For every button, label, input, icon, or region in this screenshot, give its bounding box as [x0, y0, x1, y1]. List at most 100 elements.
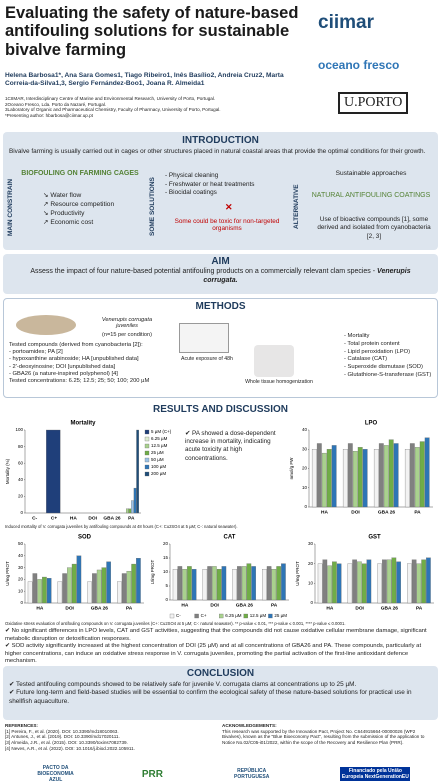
- chart-title: CAT: [224, 535, 236, 541]
- ack-text: This research was supported by the Innov…: [222, 728, 425, 746]
- bar: [126, 570, 132, 604]
- findings: ✔ No significant differences in LPO leve…: [5, 628, 437, 666]
- y-tick-label: 20: [18, 494, 24, 499]
- bar: [357, 561, 362, 604]
- concentrations: Tested concentrations: 6.25; 12.5; 25; 5…: [9, 378, 150, 385]
- bar: [126, 508, 129, 514]
- lpo-chart: LPO nmol/g FW 0 10 20 30 40 HA DOI GBA 26 PA: [289, 421, 433, 515]
- x-tick-label: HA: [326, 605, 333, 611]
- legend-swatch: [268, 613, 273, 619]
- y-tick-label: 30: [308, 541, 314, 546]
- legend-label: C-: [176, 613, 181, 618]
- reference: [2] Antunes, J., et al. (2019). DOI: 10.…: [5, 734, 120, 740]
- y-tick-label: 0: [20, 600, 23, 605]
- x-tick-label: GBA 26: [103, 515, 120, 521]
- bar: [46, 429, 61, 514]
- y-axis-label: U/mg PROT: [295, 561, 300, 586]
- legend-label: 12.5 µM: [151, 443, 168, 448]
- column-label: SOME SOLUTIONS: [149, 177, 156, 237]
- bar: [419, 441, 425, 508]
- bar: [172, 569, 178, 601]
- chart-title: SOD: [78, 535, 92, 541]
- bar: [128, 508, 132, 514]
- caption: Oxidative stress evaluation of antifouli…: [5, 621, 346, 626]
- legend-label: 5 µM (C+): [151, 429, 172, 434]
- bar: [71, 563, 77, 604]
- cross-icon: ✕: [225, 202, 233, 212]
- text: Assess the impact of four nature-based p…: [30, 268, 376, 275]
- intro-text: Bivalve farming is usually carried out i…: [9, 148, 426, 155]
- y-axis-label: U/mg PROT: [150, 560, 155, 585]
- introduction: INTRODUCTION Bivalve farming is usually …: [3, 132, 438, 250]
- bar: [76, 555, 82, 604]
- bar: [42, 576, 47, 604]
- constraint-list: ↘ Water flow ↗ Resource competition ↘ Pr…: [43, 192, 114, 228]
- bar: [382, 559, 387, 604]
- poster-title: Evaluating the safety of nature-based an…: [5, 4, 299, 59]
- legend-label: 100 µM: [151, 464, 166, 469]
- list-item: ↗ Resource competition: [43, 200, 115, 208]
- bar: [276, 566, 281, 601]
- list-item: ↘ Water flow: [43, 192, 82, 199]
- bar: [37, 579, 42, 604]
- bar: [187, 566, 192, 601]
- section-title: METHODS: [195, 301, 246, 312]
- logo-ciimar: ciimar: [318, 12, 374, 33]
- list-item: - Freshwater or heat treatments: [165, 180, 255, 188]
- homogenization: Whole tissue homogenization: [245, 379, 313, 385]
- aim: AIM Assess the impact of four nature-bas…: [3, 254, 438, 294]
- list-item: ↗ Economic cost: [43, 218, 94, 226]
- y-tick-label: 0: [20, 510, 23, 515]
- bar: [202, 569, 208, 601]
- bar: [96, 569, 102, 604]
- bar: [316, 443, 322, 508]
- bar: [388, 439, 394, 508]
- bar: [117, 581, 122, 604]
- x-tick-label: C-: [32, 515, 37, 521]
- logo-uporto: U.PORTO: [338, 92, 409, 114]
- y-tick-label: 20: [18, 577, 24, 582]
- list-item: - Physical cleaning: [165, 172, 219, 179]
- bar: [207, 566, 212, 601]
- logo-oceano-fresco: oceano fresco: [318, 58, 400, 72]
- homogenizer-icon: [254, 345, 294, 377]
- legend-swatch: [219, 613, 224, 619]
- conclusion: CONCLUSION ✔ Tested antifouling compound…: [3, 666, 438, 720]
- x-tick-label: DOI: [210, 602, 219, 608]
- list-item: - hypoxanthine arabinoside; HA [unpublis…: [9, 356, 139, 363]
- bar: [421, 559, 426, 604]
- results: RESULTS AND DISCUSSION Mortality Mortalit…: [3, 402, 438, 664]
- heading: NATURAL ANTIFOULING COATINGS: [311, 192, 431, 199]
- bar: [311, 449, 317, 508]
- x-tick-label: PA: [126, 605, 133, 611]
- y-tick-label: 0: [165, 597, 168, 602]
- bar: [424, 437, 430, 508]
- logo: PRR: [141, 768, 163, 780]
- bar: [366, 559, 372, 604]
- y-tick-label: 10: [302, 485, 308, 490]
- y-tick-label: 0: [304, 504, 307, 509]
- conclusion-item: ✔ Tested antifouling compounds showed to…: [9, 681, 357, 688]
- y-tick-label: 30: [302, 446, 308, 451]
- y-tick-label: 0: [310, 600, 313, 605]
- y-tick-label: 10: [308, 581, 314, 586]
- bar: [332, 561, 337, 604]
- bar: [266, 566, 272, 601]
- logo: PACTO DA BIOECONOMIA AZUL: [37, 765, 74, 783]
- list-item: - GBA26 (a nature-inspired polyphenol) […: [9, 370, 118, 377]
- legend-swatch: [144, 429, 150, 435]
- list-item: - Lipid peroxidation (LPO): [344, 348, 411, 355]
- bar: [404, 449, 410, 508]
- bar: [393, 443, 399, 508]
- bar: [386, 559, 392, 604]
- bar: [191, 569, 197, 601]
- list-item: - Superoxide dismutase (SOD): [344, 364, 423, 371]
- list-item: - Mortality: [344, 333, 370, 339]
- bar: [131, 563, 136, 604]
- legend-swatch: [243, 613, 248, 619]
- x-tick-label: GBA 26: [91, 605, 108, 611]
- bar: [352, 559, 357, 604]
- x-tick-label: HA: [181, 602, 188, 608]
- legend-label: 50 µM: [151, 457, 164, 462]
- endpoints: - Mortality - Total protein content - Li…: [344, 333, 439, 380]
